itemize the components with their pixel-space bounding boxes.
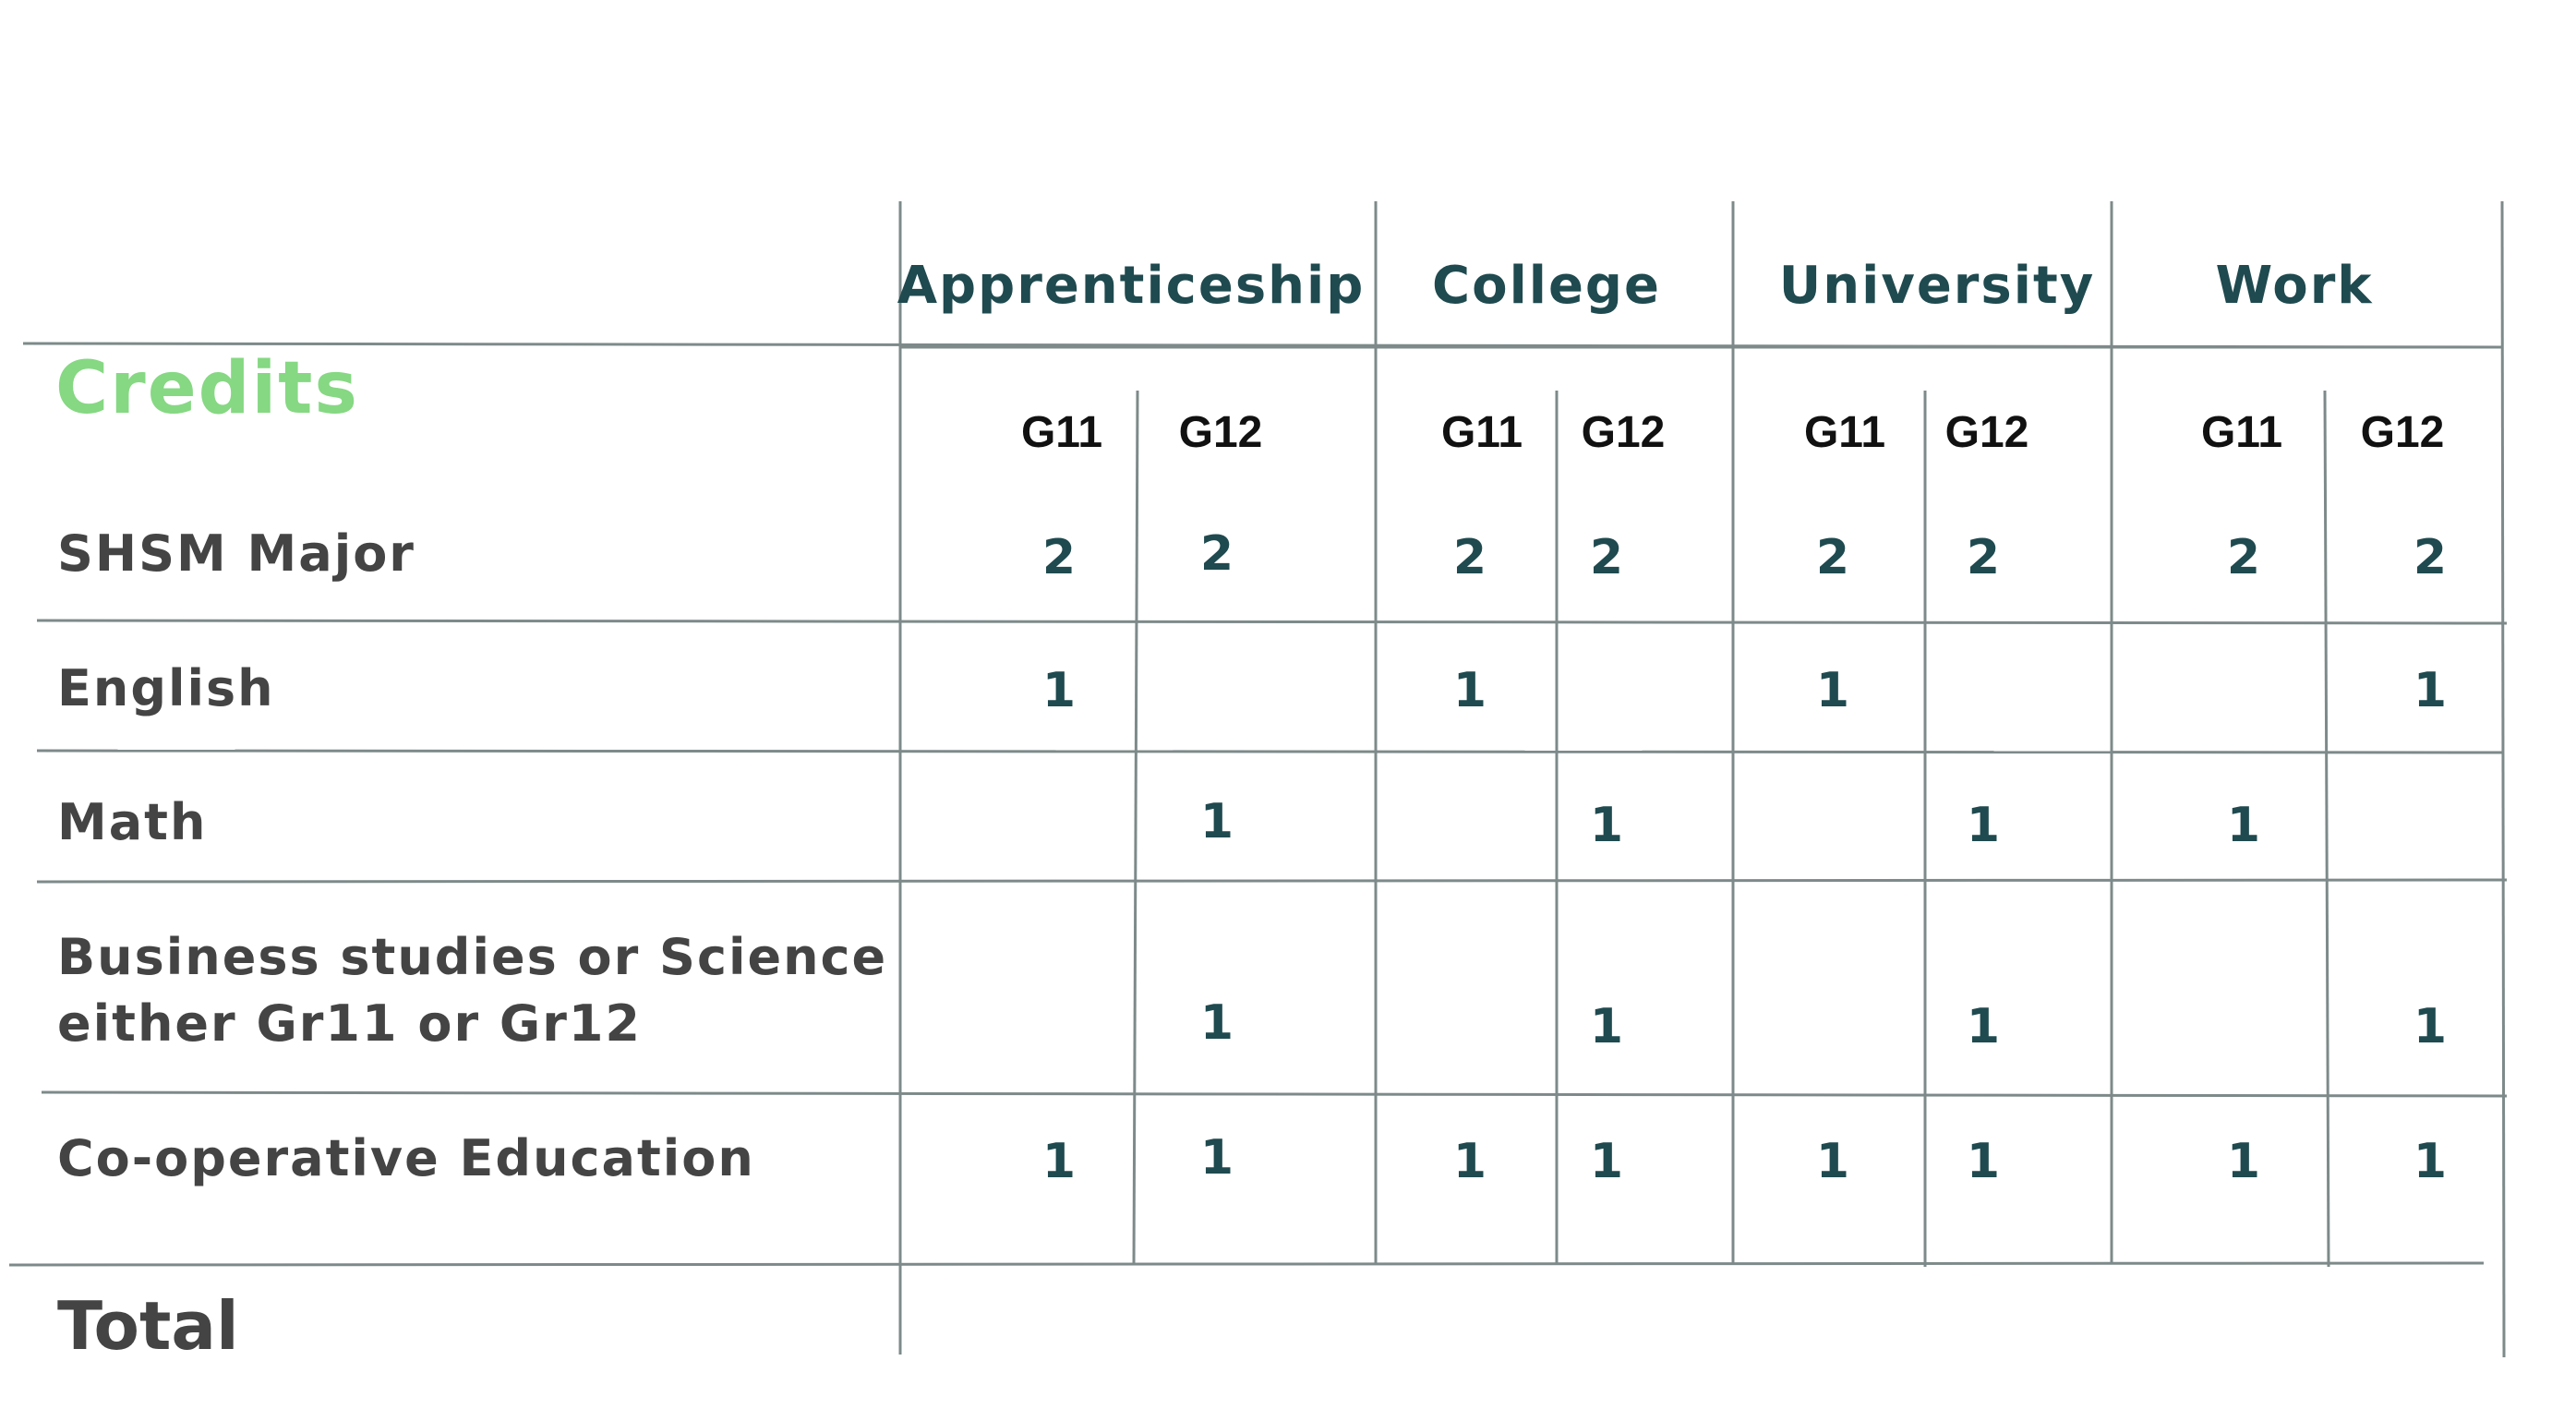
cell-english-work-g12: 1 (2413, 663, 2448, 718)
grade-header-university-g12: G12 (1944, 408, 2029, 457)
cell-math-university-g12: 1 (1966, 798, 2001, 853)
row-label-shsm-major: SHSM Major (57, 524, 415, 583)
cell-business-apprenticeship-g12: 1 (1199, 995, 1234, 1051)
cell-coop-college-g11: 1 (1452, 1134, 1487, 1189)
cell-shsm-college-g12: 2 (1589, 530, 1624, 585)
row-label-co-op-education: Co-operative Education (57, 1129, 755, 1187)
row-label-business-science-line2: either Gr11 or Gr12 (57, 994, 642, 1053)
cell-coop-college-g12: 1 (1589, 1134, 1624, 1189)
cell-business-university-g12: 1 (1966, 999, 2001, 1054)
header-university: University (1778, 256, 2096, 316)
header-work: Work (2215, 256, 2374, 316)
cell-coop-apprenticeship-g11: 1 (1041, 1134, 1077, 1189)
cell-coop-university-g12: 1 (1966, 1134, 2001, 1189)
total-label: Total (57, 1287, 239, 1365)
cell-math-apprenticeship-g12: 1 (1199, 794, 1234, 849)
cell-shsm-apprenticeship-g11: 2 (1041, 530, 1077, 585)
cell-shsm-college-g11: 2 (1452, 530, 1487, 585)
header-college: College (1431, 256, 1662, 316)
cell-shsm-work-g12: 2 (2413, 530, 2448, 585)
cell-english-apprenticeship-g11: 1 (1041, 663, 1077, 718)
cell-shsm-apprenticeship-g12: 2 (1199, 526, 1234, 582)
row-label-business-science: Business studies or Science (57, 928, 888, 986)
grade-header-university-g11: G11 (1803, 408, 1886, 457)
grade-header-apprenticeship-g12: G12 (1178, 408, 1263, 457)
row-label-english: English (57, 659, 275, 717)
cell-business-work-g12: 1 (2413, 999, 2448, 1054)
cell-coop-work-g12: 1 (2413, 1134, 2448, 1189)
cell-shsm-work-g11: 2 (2226, 530, 2261, 585)
grade-header-work-g11: G11 (2200, 408, 2283, 457)
grade-header-apprenticeship-g11: G11 (1020, 408, 1103, 457)
cell-shsm-university-g11: 2 (1815, 530, 1850, 585)
cell-math-college-g12: 1 (1589, 798, 1624, 853)
cell-english-university-g11: 1 (1815, 663, 1850, 718)
grade-header-college-g11: G11 (1440, 408, 1523, 457)
cell-coop-work-g11: 1 (2226, 1134, 2261, 1189)
table-title: Credits (55, 347, 359, 430)
row-label-math: Math (57, 793, 208, 851)
grade-header-work-g12: G12 (2360, 408, 2445, 457)
cell-math-work-g11: 1 (2226, 798, 2261, 853)
cell-coop-university-g11: 1 (1815, 1134, 1850, 1189)
cell-business-college-g12: 1 (1589, 999, 1624, 1054)
cell-shsm-university-g12: 2 (1966, 530, 2001, 585)
grade-header-college-g12: G12 (1581, 408, 1666, 457)
cell-english-college-g11: 1 (1452, 663, 1487, 718)
cell-coop-apprenticeship-g12: 1 (1199, 1130, 1234, 1186)
header-apprenticeship: Apprenticeship (897, 256, 1366, 316)
